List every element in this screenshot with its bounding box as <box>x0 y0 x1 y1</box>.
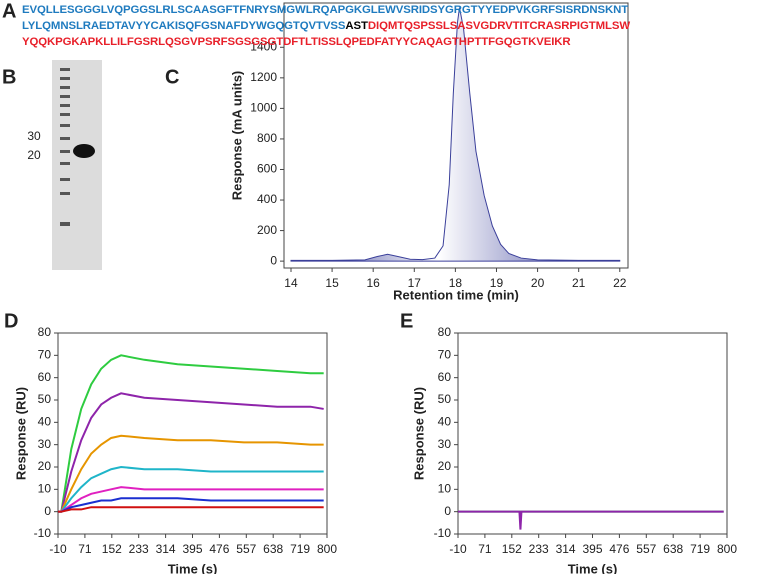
sensorgram-line <box>458 510 724 530</box>
x-tick-label: 395 <box>582 542 602 556</box>
sequence-segment: AST <box>345 20 368 32</box>
sequence-segment: DIQMTQSPSSLSASVGDRVTITCRASRPIGTMLSW <box>367 20 630 32</box>
sensorgram-line <box>58 465 324 513</box>
sequence-line: LYLQMNSLRAEDTAVYYCAKISQFGSNAFDYWGQGTQVTV… <box>22 18 630 34</box>
y-tick-label: 0 <box>270 253 277 267</box>
x-tick-label: 19 <box>490 276 504 290</box>
y-tick-label: 1000 <box>250 101 277 115</box>
area <box>290 7 621 262</box>
x-tick-label: 233 <box>129 542 149 556</box>
panel-label: D <box>4 310 18 332</box>
y-tick-label: 40 <box>438 415 452 429</box>
sensorgram-line <box>58 434 324 513</box>
y-axis-label: Response (RU) <box>411 387 426 480</box>
x-axis-label: Time (s) <box>168 561 218 574</box>
y-tick-label: 40 <box>38 415 52 429</box>
y-tick-label: 80 <box>438 325 452 339</box>
y-tick-label: -10 <box>434 526 452 540</box>
x-tick-label: 638 <box>263 542 283 556</box>
gel <box>52 60 102 270</box>
x-tick-label: 71 <box>478 542 492 556</box>
y-tick-label: 0 <box>44 504 51 518</box>
panel-label: A <box>2 0 16 22</box>
x-tick-label: 314 <box>556 542 576 556</box>
y-tick-label: 20 <box>438 459 452 473</box>
panel-label: E <box>400 310 413 332</box>
sequence-segment: EVQLLESGGGLVQPGGSLRLSCAASGFTFNRYSMGWLRQA… <box>22 4 629 16</box>
plot-frame <box>283 2 629 269</box>
x-tick-label: -10 <box>449 542 467 556</box>
y-tick-label: -10 <box>34 526 52 540</box>
panel-label: C <box>165 66 179 88</box>
sensorgram-line <box>58 506 324 513</box>
x-tick-label: 638 <box>663 542 683 556</box>
x-tick-label: 233 <box>529 542 549 556</box>
x-tick-label: 22 <box>613 276 627 290</box>
plot-frame <box>57 332 328 535</box>
y-tick-label: 80 <box>38 325 52 339</box>
x-tick-label: 395 <box>182 542 202 556</box>
x-tick-label: 476 <box>609 542 629 556</box>
x-tick-label: 152 <box>502 542 522 556</box>
y-tick-label: 10 <box>438 482 452 496</box>
sequence-line: EVQLLESGGGLVQPGGSLRLSCAASGFTFNRYSMGWLRQA… <box>22 2 630 18</box>
x-axis-label: Retention time (min) <box>393 287 519 302</box>
x-tick-label: 21 <box>572 276 586 290</box>
gel-marker: 30 <box>27 129 41 143</box>
panel-label: B <box>2 66 16 88</box>
x-tick-label: 476 <box>209 542 229 556</box>
gel-marker: 20 <box>27 148 41 162</box>
y-tick-label: 70 <box>438 348 452 362</box>
x-tick-label: 314 <box>156 542 176 556</box>
y-axis-label: Response (RU) <box>13 387 28 480</box>
ladder <box>60 68 70 226</box>
y-tick-label: 70 <box>38 348 52 362</box>
sensorgram-line <box>58 497 324 513</box>
x-tick-label: -10 <box>49 542 67 556</box>
x-tick-label: 14 <box>284 276 298 290</box>
sensorgram-line <box>58 354 324 513</box>
y-tick-label: 30 <box>38 437 52 451</box>
x-tick-label: 152 <box>102 542 122 556</box>
x-axis-label: Time (s) <box>568 561 618 574</box>
sequence: EVQLLESGGGLVQPGGSLRLSCAASGFTFNRYSMGWLRQA… <box>22 2 630 50</box>
y-axis-label: Response (mA units) <box>229 71 244 201</box>
gel-background <box>52 60 102 270</box>
y-tick-label: 60 <box>438 370 452 384</box>
x-tick-label: 557 <box>636 542 656 556</box>
x-tick-label: 557 <box>236 542 256 556</box>
x-tick-label: 71 <box>78 542 92 556</box>
sequence-segment: LYLQMNSLRAEDTAVYYCAKISQFGSNAFDYWGQGTQVTV… <box>22 20 346 32</box>
x-tick-label: 20 <box>531 276 545 290</box>
y-tick-label: 600 <box>257 162 277 176</box>
x-tick-label: 800 <box>317 542 337 556</box>
y-tick-label: 20 <box>38 459 52 473</box>
plot-frame <box>457 332 728 535</box>
x-tick-label: 719 <box>290 542 310 556</box>
y-tick-label: 30 <box>438 437 452 451</box>
sensorgram-line <box>58 392 324 513</box>
x-tick-label: 15 <box>325 276 339 290</box>
y-tick-label: 400 <box>257 192 277 206</box>
y-tick-label: 800 <box>257 131 277 145</box>
x-tick-label: 17 <box>408 276 422 290</box>
x-tick-label: 719 <box>690 542 710 556</box>
y-tick-label: 200 <box>257 223 277 237</box>
y-tick-label: 0 <box>444 504 451 518</box>
sequence-segment: YQQKPGKAPKLLILFGSRLQSGVPSRFSGSGSGTDFTLTI… <box>22 36 571 48</box>
x-tick-label: 800 <box>717 542 737 556</box>
y-tick-label: 1200 <box>250 70 277 84</box>
protein-band <box>73 144 95 158</box>
sensorgram-line <box>58 486 324 513</box>
x-tick-label: 16 <box>367 276 381 290</box>
y-tick-label: 10 <box>38 482 52 496</box>
y-tick-label: 50 <box>38 392 52 406</box>
sequence-line: YQQKPGKAPKLLILFGSRLQSGVPSRFSGSGSGTDFTLTI… <box>22 34 630 50</box>
y-tick-label: 60 <box>38 370 52 384</box>
y-tick-label: 50 <box>438 392 452 406</box>
y-tick-label: 1400 <box>250 39 277 53</box>
x-tick-label: 18 <box>449 276 463 290</box>
